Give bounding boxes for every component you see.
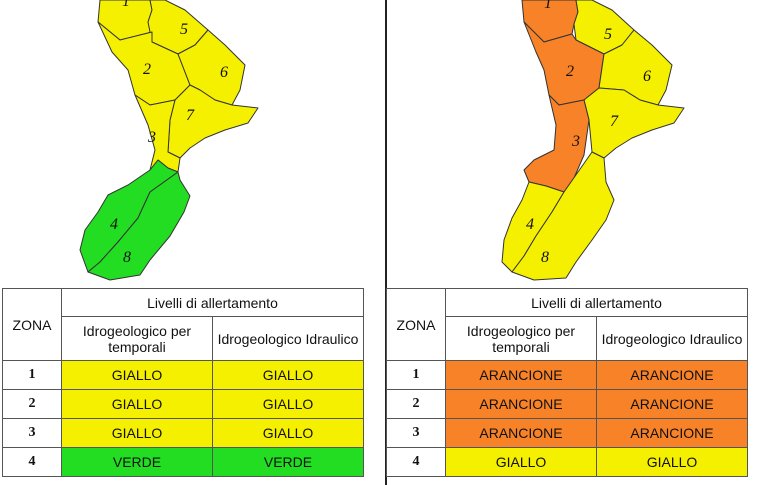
temporali-level: ARANCIONE xyxy=(445,389,597,419)
zone-number: 1 xyxy=(386,360,446,390)
livelli-header: Livelli di allertamento xyxy=(61,288,364,317)
temporali-level: GIALLO xyxy=(61,360,213,390)
temporali-level: VERDE xyxy=(61,447,213,477)
zone-number: 3 xyxy=(2,418,62,448)
zone-number: 4 xyxy=(2,447,62,477)
left-alert-table: ZONA Livelli di allertamento Idrogeologi… xyxy=(2,288,364,477)
zone-label-1: 1 xyxy=(122,0,130,10)
table-row: 1 ARANCIONE ARANCIONE xyxy=(386,360,748,390)
right-alert-panel: 1 2 3 4 5 6 7 8 ZONA Livelli di allertam… xyxy=(384,0,768,485)
zone-label-3: 3 xyxy=(147,129,156,146)
table-row: 2 ARANCIONE ARANCIONE xyxy=(386,389,748,419)
zone-label-4: 4 xyxy=(110,216,118,233)
table-row: 1 GIALLO GIALLO xyxy=(2,360,364,390)
idraulico-level: ARANCIONE xyxy=(596,389,748,419)
temporali-level: GIALLO xyxy=(445,447,597,477)
zone-label-4: 4 xyxy=(526,216,534,233)
zone-label-8: 8 xyxy=(123,249,131,266)
zone-label-7: 7 xyxy=(610,113,619,130)
idraulico-level: GIALLO xyxy=(596,447,748,477)
temporali-header: Idrogeologico per temporali xyxy=(61,316,213,361)
zone-label-5: 5 xyxy=(180,21,188,38)
livelli-header: Livelli di allertamento xyxy=(445,288,748,317)
left-calabria-map: 1 2 3 4 5 6 7 8 xyxy=(79,0,259,281)
temporali-level: ARANCIONE xyxy=(445,418,597,448)
table-row: 2 GIALLO GIALLO xyxy=(2,389,364,419)
idraulico-header: Idrogeologico Idraulico xyxy=(212,316,364,361)
zone-label-6: 6 xyxy=(643,68,651,85)
idraulico-level: GIALLO xyxy=(212,360,364,390)
idraulico-level: ARANCIONE xyxy=(596,360,748,390)
idraulico-level: GIALLO xyxy=(212,418,364,448)
idraulico-level: VERDE xyxy=(212,447,364,477)
zone-number: 1 xyxy=(2,360,62,390)
zone-label-2: 2 xyxy=(143,61,151,78)
zone-label-5: 5 xyxy=(604,26,612,43)
table-row: 3 GIALLO GIALLO xyxy=(2,418,364,448)
panel-divider xyxy=(385,0,387,485)
temporali-level: GIALLO xyxy=(61,418,213,448)
zone-label-3: 3 xyxy=(571,133,580,150)
zona-header: ZONA xyxy=(2,288,62,361)
temporali-header: Idrogeologico per temporali xyxy=(445,316,597,361)
table-row: 4 VERDE VERDE xyxy=(2,447,364,477)
zone-label-2: 2 xyxy=(566,63,574,80)
zone-label-8: 8 xyxy=(541,249,549,266)
table-row: 3 ARANCIONE ARANCIONE xyxy=(386,418,748,448)
zone-label-6: 6 xyxy=(220,64,228,81)
idraulico-header: Idrogeologico Idraulico xyxy=(596,316,748,361)
zone-label-1: 1 xyxy=(544,0,552,12)
temporali-level: ARANCIONE xyxy=(445,360,597,390)
right-calabria-map: 1 2 3 4 5 6 7 8 xyxy=(501,0,685,281)
zone-number: 2 xyxy=(2,389,62,419)
right-alert-table: ZONA Livelli di allertamento Idrogeologi… xyxy=(386,288,748,477)
zone-8-area xyxy=(87,171,191,281)
idraulico-level: ARANCIONE xyxy=(596,418,748,448)
zone-number: 4 xyxy=(386,447,446,477)
zone-7-area xyxy=(583,87,685,159)
zone-number: 2 xyxy=(386,389,446,419)
temporali-level: GIALLO xyxy=(61,389,213,419)
idraulico-level: GIALLO xyxy=(212,389,364,419)
zone-8-area xyxy=(511,151,615,281)
zona-header: ZONA xyxy=(386,288,446,361)
zone-label-7: 7 xyxy=(186,107,195,124)
left-alert-panel: 1 2 3 4 5 6 7 8 ZONA Livelli di allertam… xyxy=(2,0,364,477)
table-row: 4 GIALLO GIALLO xyxy=(386,447,748,477)
zone-number: 3 xyxy=(386,418,446,448)
